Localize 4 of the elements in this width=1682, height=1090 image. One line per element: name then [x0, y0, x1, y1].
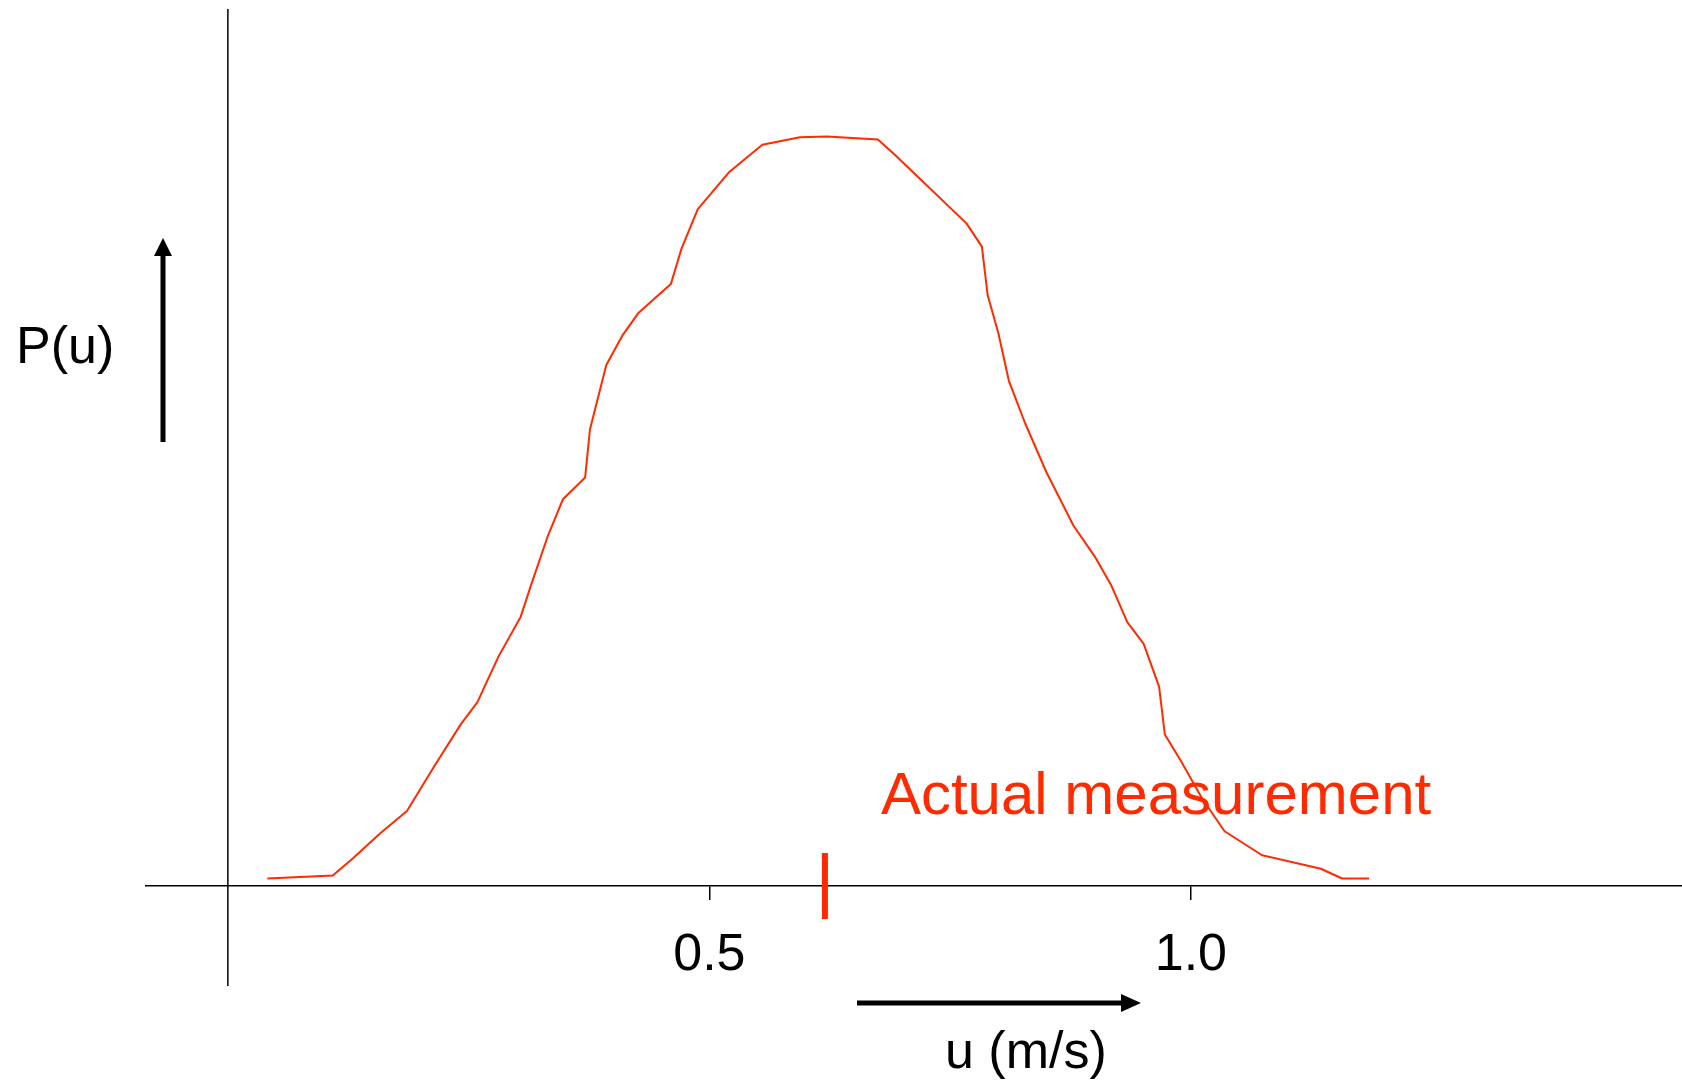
y-axis-title: P(u) [16, 315, 115, 375]
x-tick-label: 1.0 [1154, 922, 1228, 981]
x-tick-label: 0.5 [673, 922, 746, 981]
x-axis-title: u (m/s) [945, 1020, 1107, 1080]
